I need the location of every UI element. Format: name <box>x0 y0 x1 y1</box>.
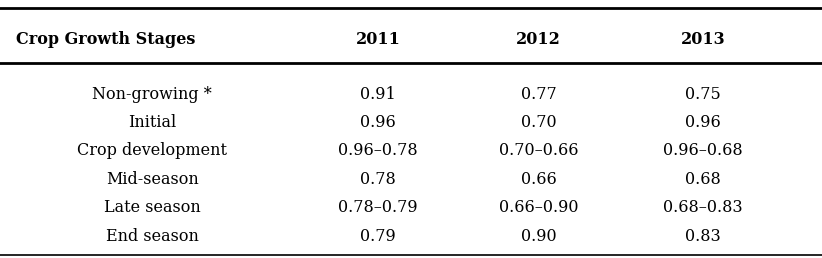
Text: Non-growing *: Non-growing * <box>92 86 212 103</box>
Text: 2012: 2012 <box>516 31 561 49</box>
Text: End season: End season <box>106 228 198 245</box>
Text: 0.66–0.90: 0.66–0.90 <box>499 199 578 216</box>
Text: 0.68–0.83: 0.68–0.83 <box>663 199 742 216</box>
Text: 0.96–0.68: 0.96–0.68 <box>663 142 742 159</box>
Text: 0.96: 0.96 <box>360 114 396 131</box>
Text: 0.78–0.79: 0.78–0.79 <box>339 199 418 216</box>
Text: 0.79: 0.79 <box>360 228 396 245</box>
Text: 0.70: 0.70 <box>520 114 556 131</box>
Text: 2011: 2011 <box>356 31 400 49</box>
Text: 0.75: 0.75 <box>685 86 721 103</box>
Text: Mid-season: Mid-season <box>106 171 198 188</box>
Text: 0.96–0.78: 0.96–0.78 <box>339 142 418 159</box>
Text: 0.96: 0.96 <box>685 114 721 131</box>
Text: 0.91: 0.91 <box>360 86 396 103</box>
Text: Initial: Initial <box>128 114 176 131</box>
Text: 0.66: 0.66 <box>520 171 556 188</box>
Text: 0.77: 0.77 <box>520 86 556 103</box>
Text: 0.68: 0.68 <box>685 171 721 188</box>
Text: Crop development: Crop development <box>77 142 227 159</box>
Text: 0.70–0.66: 0.70–0.66 <box>499 142 578 159</box>
Text: 2013: 2013 <box>681 31 725 49</box>
Text: 0.90: 0.90 <box>520 228 556 245</box>
Text: Crop Growth Stages: Crop Growth Stages <box>16 31 196 49</box>
Text: Late season: Late season <box>104 199 201 216</box>
Text: 0.83: 0.83 <box>685 228 721 245</box>
Text: 0.78: 0.78 <box>360 171 396 188</box>
